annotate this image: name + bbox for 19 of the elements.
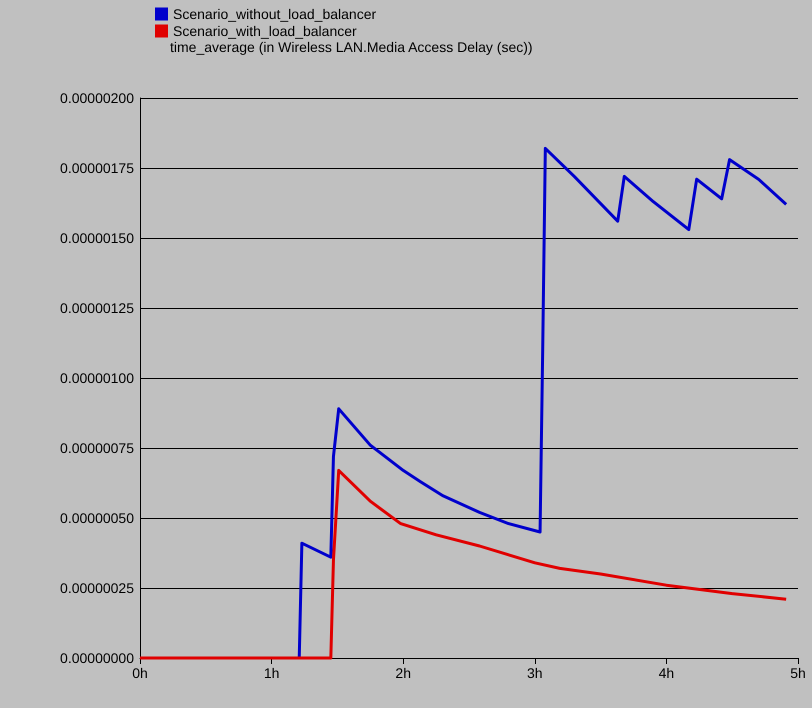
x-tick-label: 2h (395, 665, 411, 681)
y-tick-label: 0.00000075 (60, 440, 134, 456)
y-tick-label: 0.00000050 (60, 510, 134, 526)
y-tick-label: 0.00000100 (60, 370, 134, 386)
y-tick-label: 0.00000125 (60, 300, 134, 316)
y-tick-label: 0.00000200 (60, 90, 134, 106)
x-tick-label: 4h (658, 665, 674, 681)
legend-title: time_average (in Wireless LAN.Media Access Delay (sec)) (170, 39, 533, 55)
x-tick-label: 5h (790, 665, 806, 681)
y-tick-label: 0.00000025 (60, 580, 134, 596)
legend-label: Scenario_without_load_balancer (173, 6, 376, 22)
x-tick-label: 0h (132, 665, 148, 681)
line-series (138, 468, 788, 660)
y-tick-label: 0.00000150 (60, 230, 134, 246)
y-tick-label: 0.00000000 (60, 650, 134, 666)
legend-label: Scenario_with_load_balancer (173, 23, 358, 39)
y-tick-label: 0.00000175 (60, 160, 134, 176)
x-tick-label: 1h (264, 665, 280, 681)
x-tick-label: 3h (527, 665, 543, 681)
